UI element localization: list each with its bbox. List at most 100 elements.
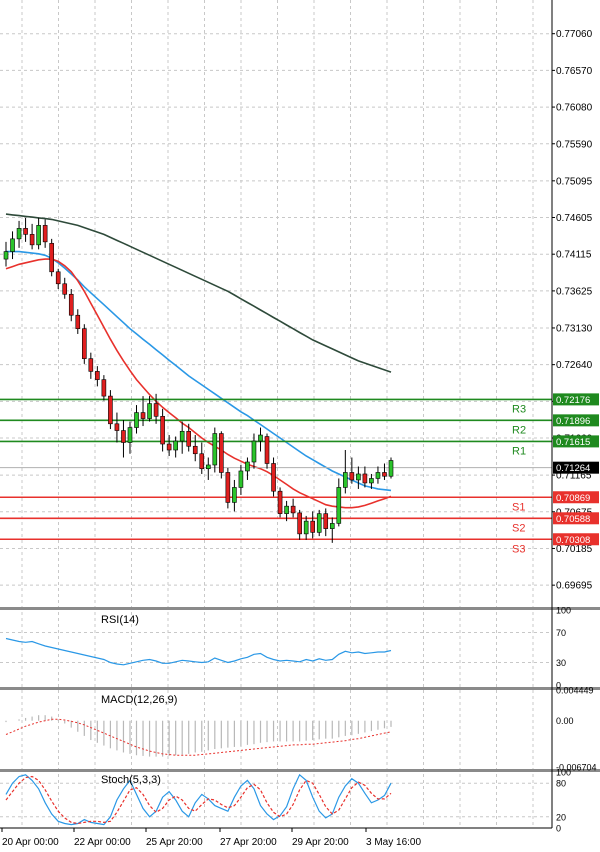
candle-body [29, 234, 35, 246]
candle-body [3, 251, 9, 260]
macd-tick-label: 0.00 [556, 716, 574, 726]
axes [0, 0, 600, 832]
candle-body [336, 487, 342, 524]
level-label: R3 [512, 403, 526, 415]
price-tick-label: 0.72640 [556, 360, 593, 371]
stoch-tick-label: 80 [556, 779, 566, 789]
candle-body [316, 513, 322, 533]
candle-body [271, 463, 276, 492]
level-label: R1 [512, 445, 526, 457]
axis-labels: 0.77060 0.76570 0.76080 0.75590 0.75095 0.746… [2, 29, 599, 848]
candle-body [16, 228, 22, 240]
candle-body [55, 271, 61, 285]
candle-body [264, 436, 270, 464]
price-tick-label: 0.73625 [556, 286, 593, 297]
level-value-label: 0.70588 [556, 514, 590, 525]
candle-body [101, 379, 107, 397]
candle-body [297, 512, 302, 535]
pivot-level-lines [0, 398, 552, 541]
time-tick-label: 20 Apr 00:00 [2, 837, 59, 848]
candle-body [382, 472, 387, 477]
time-tick-label: 27 Apr 20:00 [220, 837, 277, 848]
stoch-title: Stoch(5,3,3) [101, 774, 161, 786]
candle-body [88, 358, 94, 372]
candle-body [323, 513, 329, 529]
level-value-label: 0.71615 [556, 437, 590, 448]
candlestick-series [3, 217, 394, 543]
price-tick-label: 0.77060 [556, 29, 593, 40]
level-label: S2 [512, 522, 525, 534]
time-tick-label: 25 Apr 20:00 [146, 837, 203, 848]
candle-body [251, 440, 257, 463]
rsi-tick-label: 30 [556, 658, 566, 668]
moving-average-line [5, 258, 392, 509]
level-value-box [553, 414, 599, 427]
candle-body [127, 427, 133, 443]
candle-body [42, 225, 48, 243]
candle-body [303, 520, 309, 535]
rsi-tick-label: 0 [556, 681, 561, 691]
rsi-line [5, 637, 392, 666]
candle-body [258, 434, 263, 442]
candle-body [108, 395, 113, 425]
time-tick-label: 3 May 16:00 [366, 837, 421, 848]
candle-body [284, 505, 289, 514]
candle-body [75, 314, 81, 330]
candle-body [245, 461, 250, 472]
candle-body [147, 403, 152, 419]
candle-body [10, 238, 15, 252]
current-price-box [553, 461, 599, 474]
level-value-box [553, 533, 599, 546]
candle-body [362, 473, 368, 484]
price-tick-label: 0.74115 [556, 250, 592, 261]
macd-title: MACD(12,26,9) [101, 694, 177, 706]
candle-body [23, 228, 28, 235]
candle-body [114, 423, 120, 431]
pane-separator [0, 769, 600, 772]
candle-body [310, 520, 315, 533]
candle-body [290, 505, 296, 514]
candle-body [186, 430, 192, 447]
candle-body [205, 464, 211, 470]
candle-body [62, 283, 68, 295]
price-tick-label: 0.75590 [556, 139, 593, 150]
candle-body [36, 225, 41, 246]
price-tick-label: 0.69695 [556, 581, 593, 592]
candle-body [388, 460, 394, 477]
pane-separator [0, 687, 600, 690]
pane-separator [0, 607, 600, 610]
candle-body [219, 433, 224, 473]
candle-body [238, 470, 244, 488]
stoch-k-line [5, 773, 392, 826]
candle-body [140, 412, 146, 419]
candle-body [192, 445, 198, 455]
candle-body [349, 472, 355, 481]
candle-body [199, 453, 205, 470]
candle-body [160, 416, 165, 445]
candle-body [173, 440, 178, 451]
rsi-tick-label: 100 [556, 606, 571, 616]
level-value-box [553, 393, 599, 406]
candle-body [277, 490, 283, 514]
candle-body [356, 473, 361, 481]
macd-tick-label: -0.006704 [556, 763, 597, 773]
macd-tick-label: 0.004449 [556, 686, 594, 696]
candle-body [343, 472, 348, 488]
level-value-box [553, 491, 599, 504]
level-value-box [553, 512, 599, 525]
indicator-panes [0, 632, 552, 826]
candle-body [179, 430, 185, 442]
price-tick-label: 0.70185 [556, 544, 593, 555]
candle-body [375, 472, 381, 479]
price-tick-label: 0.73130 [556, 323, 593, 334]
moving-average-line [5, 213, 392, 373]
candle-body [82, 328, 87, 359]
candle-body [121, 430, 126, 443]
level-value-label: 0.70308 [556, 535, 590, 546]
price-tick-label: 0.76570 [556, 66, 593, 77]
price-tick-label: 0.71165 [556, 471, 592, 482]
price-tick-label: 0.75095 [556, 176, 593, 187]
stoch-d-line [5, 775, 392, 825]
level-label: R2 [512, 424, 526, 436]
